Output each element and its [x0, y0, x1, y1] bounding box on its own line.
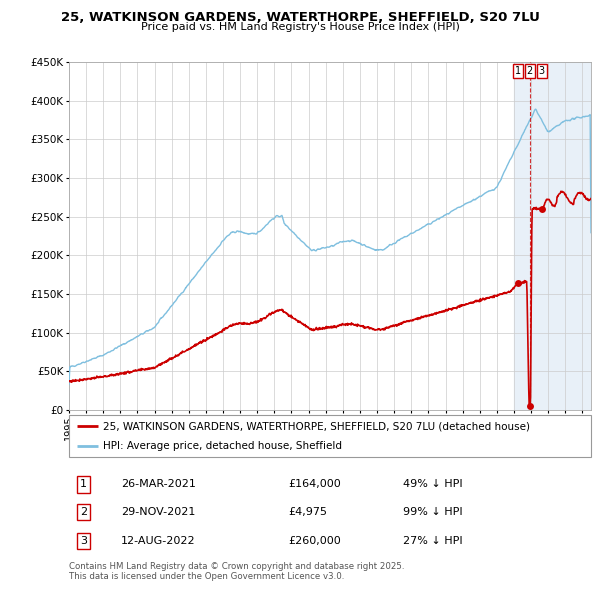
Bar	[514, 62, 591, 410]
Text: 2: 2	[80, 507, 87, 517]
Text: Contains HM Land Registry data © Crown copyright and database right 2025.
This d: Contains HM Land Registry data © Crown c…	[69, 562, 404, 581]
Text: 1: 1	[80, 480, 87, 489]
Text: £260,000: £260,000	[288, 536, 341, 546]
FancyBboxPatch shape	[69, 415, 591, 457]
Text: HPI: Average price, detached house, Sheffield: HPI: Average price, detached house, Shef…	[103, 441, 342, 451]
Text: 49% ↓ HPI: 49% ↓ HPI	[403, 480, 463, 489]
Text: £4,975: £4,975	[288, 507, 327, 517]
Text: 3: 3	[80, 536, 87, 546]
Text: 99% ↓ HPI: 99% ↓ HPI	[403, 507, 463, 517]
Text: 3: 3	[539, 66, 545, 76]
Text: 25, WATKINSON GARDENS, WATERTHORPE, SHEFFIELD, S20 7LU: 25, WATKINSON GARDENS, WATERTHORPE, SHEF…	[61, 11, 539, 24]
Text: 29-NOV-2021: 29-NOV-2021	[121, 507, 196, 517]
Text: 1: 1	[515, 66, 521, 76]
Text: 27% ↓ HPI: 27% ↓ HPI	[403, 536, 463, 546]
Text: 2: 2	[527, 66, 533, 76]
Text: 12-AUG-2022: 12-AUG-2022	[121, 536, 196, 546]
Text: 26-MAR-2021: 26-MAR-2021	[121, 480, 196, 489]
Text: Price paid vs. HM Land Registry's House Price Index (HPI): Price paid vs. HM Land Registry's House …	[140, 22, 460, 32]
Text: £164,000: £164,000	[288, 480, 341, 489]
Text: 25, WATKINSON GARDENS, WATERTHORPE, SHEFFIELD, S20 7LU (detached house): 25, WATKINSON GARDENS, WATERTHORPE, SHEF…	[103, 421, 530, 431]
